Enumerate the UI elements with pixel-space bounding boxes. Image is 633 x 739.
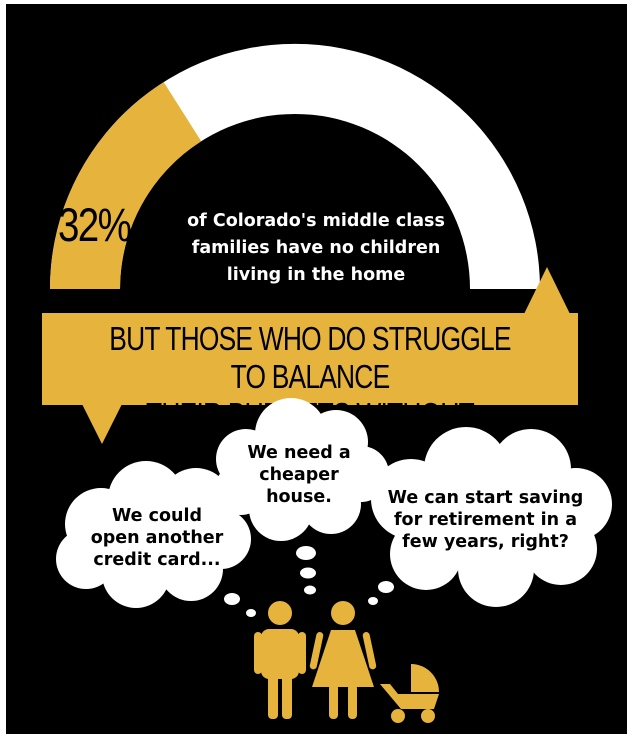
- thought-right-line-2: for retirement in a: [393, 510, 578, 530]
- stroller-icon: [380, 664, 439, 723]
- infographic: 32% of Colorado's middle class families …: [6, 4, 627, 734]
- thought-middle-line-2: cheaper: [259, 465, 339, 485]
- thought-left-line-3: credit card...: [93, 550, 221, 570]
- thought-middle-line-3: house.: [266, 487, 332, 507]
- gauge-value-label: 32%: [58, 198, 132, 251]
- woman-icon: [309, 601, 377, 719]
- thought-cloud-right: [371, 427, 612, 607]
- thought-left-line-1: We could: [111, 506, 203, 526]
- thought-clouds: [56, 398, 612, 723]
- thought-text-left: We could open another credit card...: [82, 505, 232, 571]
- thought-dots: [224, 546, 394, 617]
- thought-cloud-left: [56, 461, 251, 608]
- banner: [42, 313, 578, 405]
- thought-right-line-1: We can start saving: [387, 488, 584, 508]
- stat-line-1: of Colorado's middle class: [187, 211, 445, 231]
- gauge-fill: [50, 82, 202, 290]
- banner-line-1: BUT THOSE WHO DO STRUGGLE TO BALANCE: [109, 320, 511, 395]
- thought-cloud-middle: [215, 398, 389, 541]
- banner-tail-left: [82, 404, 122, 444]
- thought-left-line-2: open another: [90, 528, 224, 548]
- thought-text-right: We can start saving for retirement in a …: [378, 487, 593, 553]
- thought-right-line-3: few years, right?: [402, 532, 569, 552]
- stat-line-2: families have no children: [191, 238, 441, 258]
- thought-text-middle: We need a cheaper house.: [224, 442, 374, 508]
- gauge-chart: [49, 43, 541, 290]
- thought-middle-line-1: We need a: [247, 443, 351, 463]
- stat-line-3: living in the home: [226, 265, 406, 285]
- man-icon: [254, 601, 306, 719]
- banner-tail-right: [524, 267, 570, 314]
- stat-description: of Colorado's middle class families have…: [166, 208, 466, 289]
